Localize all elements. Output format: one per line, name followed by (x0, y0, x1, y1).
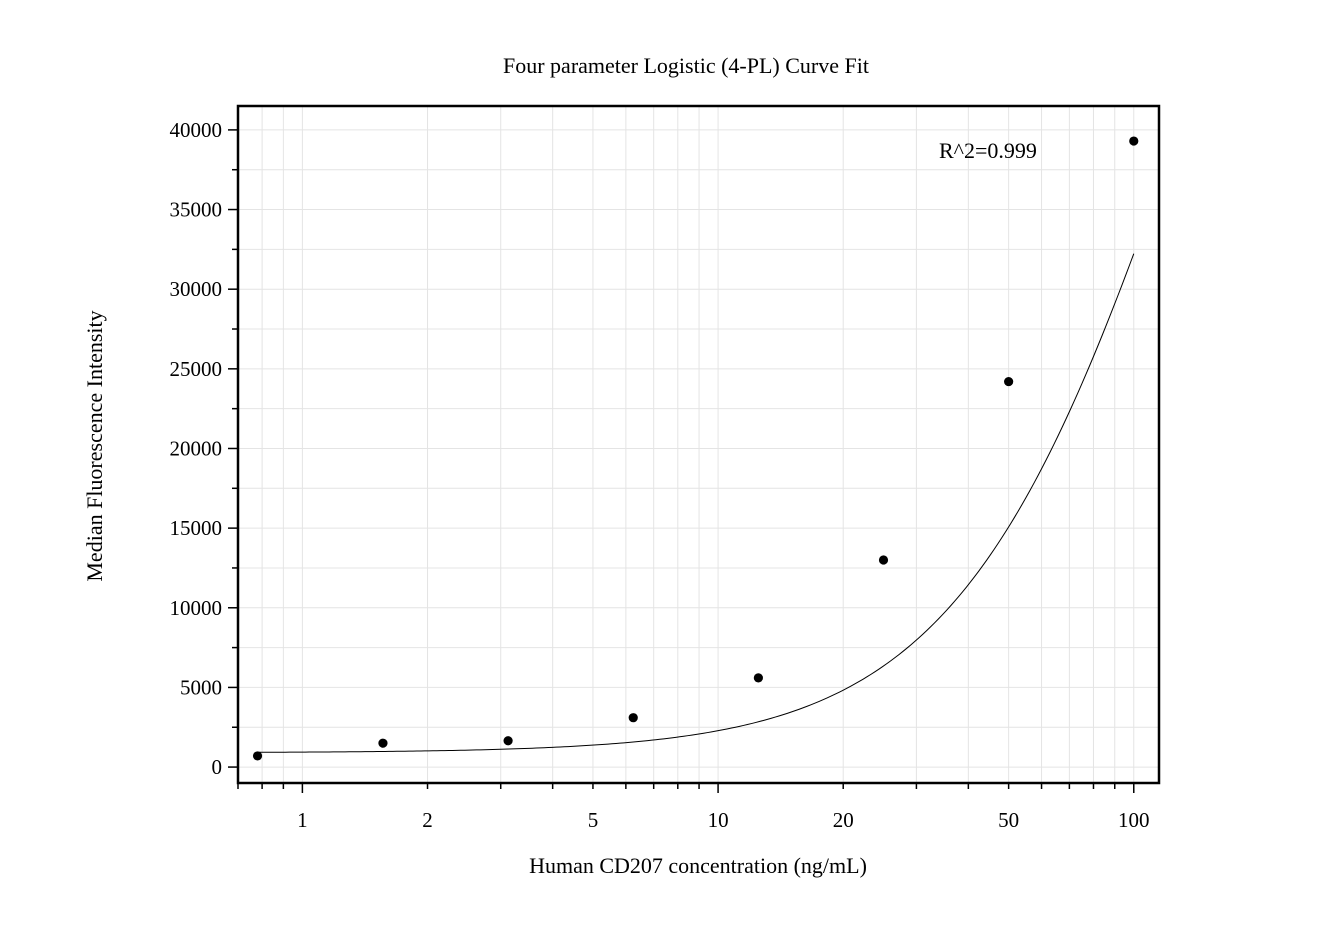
y-tick-label: 15000 (170, 516, 223, 540)
data-points (252, 136, 1139, 761)
fit-curve-line (257, 253, 1135, 753)
data-point (1129, 136, 1139, 146)
chart-title: Four parameter Logistic (4-PL) Curve Fit (503, 53, 869, 78)
y-tick-label: 20000 (170, 436, 223, 460)
y-tick-label: 25000 (170, 357, 223, 381)
x-tick-label: 2 (422, 808, 433, 832)
x-tick-label: 50 (998, 808, 1019, 832)
data-point (878, 555, 889, 565)
y-tick-label: 10000 (170, 596, 223, 620)
axes: 0 5000 10000 15000 20000 25000 30000 35000 40000… (170, 118, 1150, 832)
x-tick-label: 1 (297, 808, 308, 832)
x-tick-label: 20 (833, 808, 854, 832)
data-point (252, 751, 263, 761)
data-point (628, 713, 638, 723)
r-squared-annotation: R^2=0.999 (939, 138, 1037, 163)
data-point (753, 673, 763, 683)
y-axis-title: Median Fluorescence Intensity (82, 310, 107, 581)
plot-frame (236, 104, 1161, 785)
x-tick-label: 5 (588, 808, 599, 832)
x-tick-label: 100 (1118, 808, 1150, 832)
y-tick-label: 30000 (170, 277, 223, 301)
y-tick-label: 5000 (180, 675, 222, 699)
x-tick-label: 10 (708, 808, 729, 832)
data-point (1004, 376, 1014, 387)
grid (237, 106, 1159, 783)
fit-curve-layer (257, 253, 1135, 753)
data-point (378, 738, 388, 748)
x-axis-title: Human CD207 concentration (ng/mL) (529, 853, 867, 878)
y-tick-label: 40000 (170, 118, 223, 142)
data-point (503, 736, 513, 746)
y-tick-label: 0 (212, 755, 223, 779)
y-tick-label: 35000 (170, 198, 223, 222)
